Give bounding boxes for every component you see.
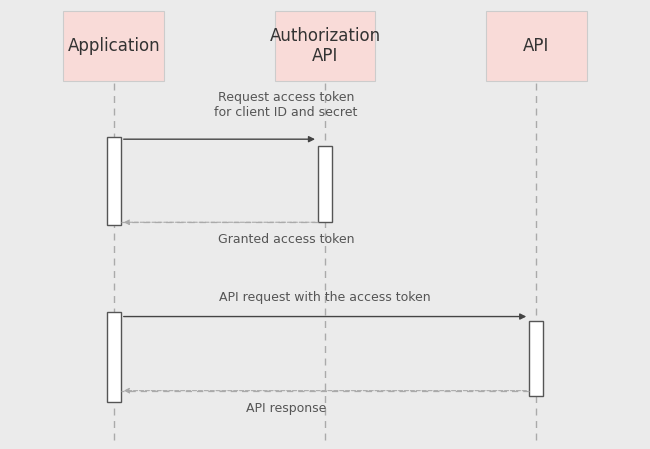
Text: API: API: [523, 37, 549, 55]
FancyBboxPatch shape: [107, 137, 121, 224]
Text: Granted access token: Granted access token: [218, 233, 354, 247]
Text: Request access token
for client ID and secret: Request access token for client ID and s…: [214, 91, 358, 119]
Text: Authorization
API: Authorization API: [270, 26, 380, 66]
Text: Application: Application: [68, 37, 160, 55]
FancyBboxPatch shape: [529, 321, 543, 396]
FancyBboxPatch shape: [486, 11, 586, 81]
FancyBboxPatch shape: [274, 11, 376, 81]
FancyBboxPatch shape: [318, 146, 332, 222]
Text: API request with the access token: API request with the access token: [219, 291, 431, 304]
FancyBboxPatch shape: [107, 312, 121, 402]
Text: API response: API response: [246, 402, 326, 415]
FancyBboxPatch shape: [63, 11, 164, 81]
